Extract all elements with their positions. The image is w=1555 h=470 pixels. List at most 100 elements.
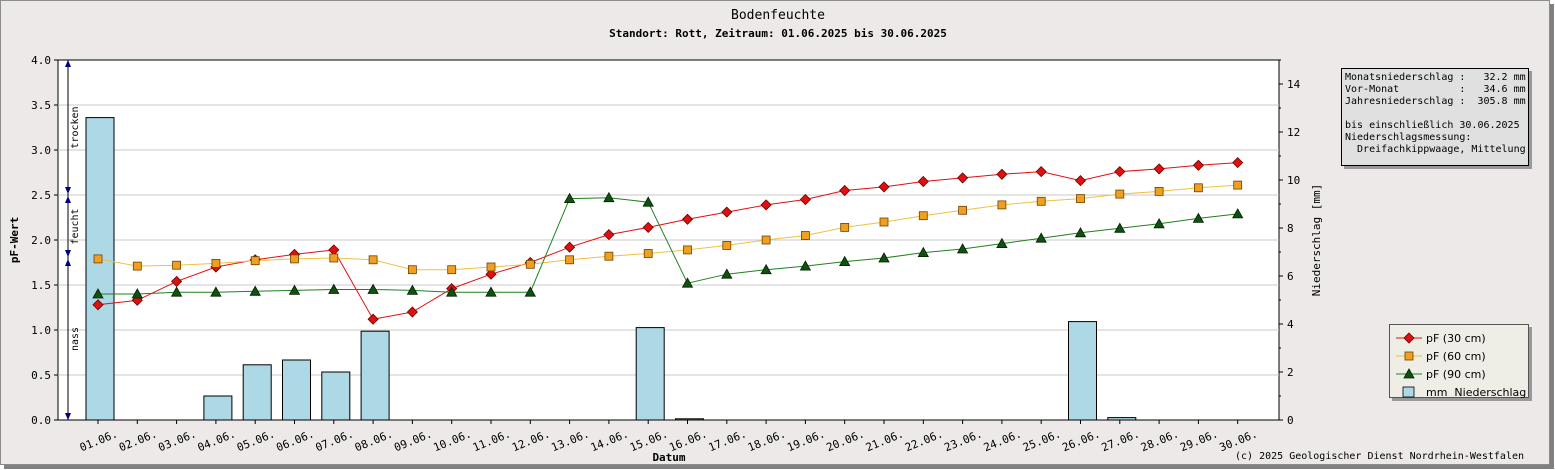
data-point <box>958 205 967 215</box>
x-tick-label: 05.06. <box>235 427 277 454</box>
data-point <box>486 262 496 272</box>
data-point <box>446 286 458 297</box>
series-line <box>97 162 1238 320</box>
precipitation-bar <box>321 371 351 421</box>
y2-tick-label: 12 <box>1287 126 1300 139</box>
data-point <box>1154 186 1164 196</box>
legend-item-pf30: pF (30 cm) <box>1390 329 1528 347</box>
x-tick-label: 10.06. <box>432 427 474 454</box>
data-point <box>643 249 653 258</box>
arrow-up-icon <box>65 196 71 203</box>
data-point <box>1232 157 1244 169</box>
arrow-down-icon <box>65 187 71 194</box>
zone-label: feucht <box>70 208 81 244</box>
data-point <box>1076 194 1085 204</box>
legend-label: pF (30 cm) <box>1426 332 1486 345</box>
zone-label: nass <box>70 327 81 351</box>
data-point <box>407 265 417 275</box>
y-tick-label: 1.0 <box>31 324 51 337</box>
data-point <box>799 193 811 206</box>
y2-axis-label: Niederschlag [mm] <box>1310 184 1323 297</box>
x-tick-label: 08.06. <box>353 427 395 454</box>
x-tick-label: 29.06. <box>1178 427 1220 454</box>
zone-label: trocken <box>70 106 81 148</box>
x-tick-label: 12.06. <box>510 427 552 454</box>
x-tick-label: 14.06. <box>589 427 631 454</box>
x-tick-label: 04.06. <box>196 427 238 454</box>
precipitation-bar <box>1068 321 1097 421</box>
data-point <box>642 221 654 233</box>
data-point <box>367 313 379 325</box>
legend-triangle-marker-icon <box>1396 368 1422 379</box>
data-point <box>1036 196 1046 206</box>
y-tick-label: 0.0 <box>31 414 51 427</box>
precipitation-bars <box>85 117 1137 421</box>
series-lines <box>92 157 1244 325</box>
data-point <box>170 286 183 297</box>
data-point <box>210 286 222 297</box>
chart-subtitle: Standort: Rott, Zeitraum: 01.06.2025 bis… <box>609 27 947 40</box>
y-axis-label: pF-Wert <box>8 217 21 263</box>
data-point <box>1192 212 1205 223</box>
y-tick-label: 2.0 <box>31 234 51 247</box>
data-point <box>328 283 340 294</box>
x-tick-label: 22.06. <box>903 427 945 454</box>
data-point <box>564 241 576 253</box>
data-point <box>172 260 182 270</box>
y-tick-label: 3.5 <box>31 99 51 112</box>
data-point <box>1074 226 1087 238</box>
y-tick-label: 1.5 <box>31 279 51 292</box>
data-point <box>1153 217 1165 229</box>
legend-label: pF (90 cm) <box>1426 368 1486 381</box>
data-point <box>1194 183 1203 193</box>
x-tick-label: 26.06. <box>1060 427 1102 454</box>
legend: pF (30 cm) pF (60 cm) pF (90 cm) mm Nied… <box>1389 324 1529 399</box>
data-point <box>1233 180 1243 190</box>
series-line <box>97 184 1238 271</box>
data-point <box>957 172 969 184</box>
data-point <box>840 222 850 232</box>
data-point <box>132 261 142 271</box>
x-tick-label: 27.06. <box>1100 427 1142 454</box>
precipitation-bar <box>242 364 272 421</box>
data-point <box>92 288 104 299</box>
data-point <box>839 255 851 267</box>
y2-tick-label: 10 <box>1287 174 1300 187</box>
info-line: Vor-Monat : 34.6 mm <box>1345 84 1526 95</box>
data-point <box>839 184 851 197</box>
data-point <box>879 217 889 227</box>
series-line <box>98 197 1238 295</box>
data-point <box>918 211 928 221</box>
data-point <box>1115 189 1125 199</box>
data-point <box>642 196 654 207</box>
data-point <box>447 265 457 275</box>
arrow-up-icon <box>65 60 71 67</box>
data-point <box>525 259 535 269</box>
data-point <box>524 286 536 297</box>
legend-label: pF (60 cm) <box>1426 350 1486 363</box>
x-tick-label: 09.06. <box>392 427 434 454</box>
info-line: Jahresniederschlag : 305.8 mm <box>1345 96 1526 107</box>
x-tick-label: 25.06. <box>1021 427 1063 454</box>
x-tick-label: 24.06. <box>982 427 1024 454</box>
data-point <box>406 306 418 318</box>
x-axis-label: Datum <box>652 451 685 464</box>
data-point <box>603 191 615 203</box>
precipitation-bar <box>85 117 115 421</box>
data-point <box>1114 166 1126 178</box>
data-point <box>211 258 221 268</box>
x-tick-label: 06.06. <box>274 427 316 454</box>
y2-tick-label: 14 <box>1287 78 1301 91</box>
data-point <box>956 243 969 254</box>
x-tick-label: 17.06. <box>707 427 749 454</box>
data-point <box>878 252 890 263</box>
data-point <box>761 235 771 245</box>
data-point <box>288 284 301 295</box>
data-point <box>721 268 733 279</box>
legend-bar-swatch-icon <box>1402 386 1415 398</box>
legend-item-pf90: pF (90 cm) <box>1390 365 1528 383</box>
info-line: Dreifachkippwaage, Mittelung <box>1345 144 1526 155</box>
data-point <box>917 246 929 258</box>
data-point <box>1192 159 1204 171</box>
